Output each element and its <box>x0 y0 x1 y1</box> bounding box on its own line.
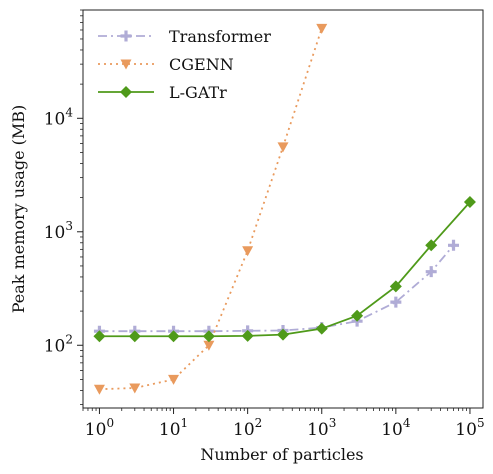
x-tick-label: 103 <box>307 416 336 440</box>
x-tick-label: 100 <box>85 416 114 440</box>
data-point-marker <box>129 383 141 394</box>
series-layer <box>93 23 476 395</box>
x-tick-label: 102 <box>233 416 262 440</box>
series-l-gatr <box>93 195 476 343</box>
data-point-marker <box>425 239 438 252</box>
data-point-marker <box>277 142 289 153</box>
data-point-marker <box>202 330 215 343</box>
data-point-marker <box>448 239 460 251</box>
series-line <box>99 244 455 333</box>
data-point-marker <box>316 23 328 34</box>
x-tick-label: 104 <box>381 416 411 440</box>
y-tick-label: 103 <box>44 219 73 243</box>
data-point-marker <box>315 322 328 335</box>
x-axis-label: Number of particles <box>200 445 363 464</box>
data-point-marker <box>390 296 402 308</box>
legend-item: Transformer <box>98 27 271 46</box>
data-point-marker <box>128 330 141 343</box>
legend-item: L-GATr <box>98 83 227 102</box>
data-point-marker <box>351 309 364 322</box>
legend-label: L-GATr <box>169 83 227 102</box>
legend-label: CGENN <box>169 55 234 74</box>
data-point-marker <box>425 266 437 278</box>
legend-item: CGENN <box>98 55 234 74</box>
data-point-marker <box>203 340 215 351</box>
y-axis-label: Peak memory usage (MB) <box>9 105 28 314</box>
data-point-marker <box>93 330 106 343</box>
data-point-marker <box>120 59 132 70</box>
y-tick-label: 102 <box>44 332 73 356</box>
y-axis-ticks: 102 103 104 <box>44 9 83 405</box>
data-point-marker <box>167 330 180 343</box>
legend: Transformer CGENN L-GATr <box>98 27 271 102</box>
data-point-marker <box>120 86 132 98</box>
data-point-marker <box>242 246 254 257</box>
legend-label: Transformer <box>169 27 271 46</box>
data-point-marker <box>93 384 105 395</box>
plot-area <box>83 10 483 408</box>
data-point-marker <box>168 374 180 385</box>
data-point-marker <box>120 30 132 42</box>
x-tick-label: 101 <box>159 416 188 440</box>
x-axis-ticks: 100 101 102 103 104 105 <box>82 408 485 440</box>
data-point-marker <box>277 328 289 341</box>
y-tick-label: 104 <box>44 105 74 129</box>
x-tick-label: 105 <box>455 416 484 440</box>
series-cgenn <box>93 23 328 395</box>
data-point-marker <box>241 329 254 342</box>
data-point-marker <box>463 195 476 208</box>
data-point-marker <box>389 280 402 293</box>
